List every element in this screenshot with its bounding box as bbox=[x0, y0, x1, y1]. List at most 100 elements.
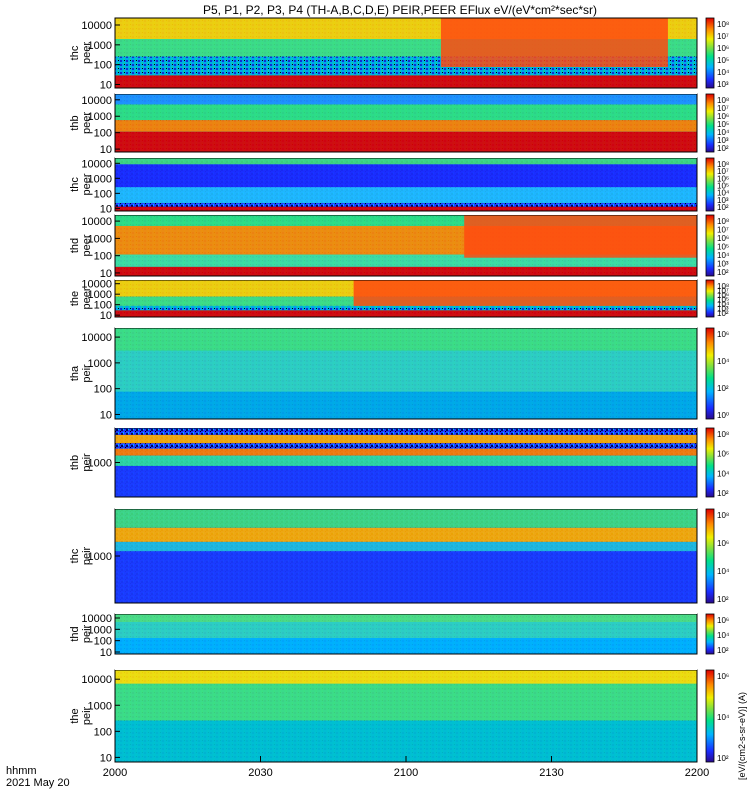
y-tick-label: 10 bbox=[100, 144, 112, 156]
y-tick-label: 10 bbox=[100, 752, 112, 764]
colorbar-tick-label: 10⁶ bbox=[717, 174, 729, 183]
colorbar-tick-label: 10⁷ bbox=[717, 167, 729, 176]
panel-6: tha peir 10000 1000 100 10 10⁶ 10⁴ 10² 10⁰ bbox=[69, 327, 730, 421]
colorbar-tick-label: 10³ bbox=[717, 305, 729, 314]
spectrogram-band bbox=[115, 622, 697, 638]
colorbar-tick-label: 10⁸ bbox=[717, 430, 729, 439]
y-tick-label: 10 bbox=[100, 647, 112, 659]
colorbar-tick-label: 10² bbox=[717, 384, 729, 393]
colorbar-label: [eV/(cm2-s-sr-eV)] (A) bbox=[737, 692, 747, 780]
panel-label-line: thd bbox=[69, 626, 81, 641]
panel-label-line: peer bbox=[81, 234, 93, 256]
colorbar-tick-label: 10⁶ bbox=[717, 672, 729, 681]
panel-label-line: thd bbox=[69, 238, 81, 253]
panel-4: thd peer 10000 1000 100 10 10⁸10⁷10⁶10⁵10⁴10³1… bbox=[69, 214, 730, 280]
colorbar-tick-label: 10⁶ bbox=[717, 616, 729, 625]
colorbar-tick-label: 10⁸ bbox=[717, 160, 729, 169]
y-tick-label: 10 bbox=[100, 80, 112, 92]
panel-gap bbox=[115, 318, 697, 328]
colorbar-tick-label: 10⁴ bbox=[717, 68, 730, 77]
spectrogram-band bbox=[115, 164, 697, 188]
spectrogram-band bbox=[115, 310, 697, 317]
panel-gap bbox=[115, 212, 697, 215]
y-tick-label: 10000 bbox=[81, 95, 112, 107]
panel-label-line: tha bbox=[69, 365, 81, 381]
spectrogram-band bbox=[115, 120, 697, 132]
colorbar-tick-label: 10⁷ bbox=[717, 32, 729, 41]
colorbar bbox=[705, 613, 715, 655]
y-tick-label: 10000 bbox=[81, 216, 112, 228]
panel-label-line: thc bbox=[69, 177, 81, 192]
y-tick-label: 10000 bbox=[81, 674, 112, 686]
panel-label-line: peir bbox=[81, 546, 93, 565]
colorbar-tick-label: 10⁴ bbox=[717, 251, 730, 260]
panel-label-line: the bbox=[69, 291, 81, 306]
y-tick-label: 10000 bbox=[81, 279, 112, 291]
figure-title: P5, P1, P2, P3, P4 (TH-A,B,C,D,E) PEIR,P… bbox=[203, 3, 597, 17]
spectrogram-band bbox=[115, 720, 697, 762]
panel-label: thc peer bbox=[69, 173, 93, 195]
colorbar-tick-label: 10⁴ bbox=[717, 631, 730, 640]
panel-label: the peir bbox=[69, 706, 93, 725]
panel-gap bbox=[115, 655, 697, 670]
y-tick-label: 100 bbox=[94, 300, 112, 312]
colorbar bbox=[705, 508, 715, 604]
y-tick-label: 1000 bbox=[88, 700, 112, 712]
spectrogram-band bbox=[115, 104, 697, 121]
colorbar-tick-label: 10⁵ bbox=[717, 296, 729, 305]
colorbar-tick-label: 10² bbox=[717, 144, 729, 153]
colorbar-tick-label: 10² bbox=[717, 646, 729, 655]
colorbar-tick-label: 10⁸ bbox=[717, 282, 729, 291]
colorbar-tick-label: 10⁶ bbox=[717, 291, 729, 300]
panel-gap bbox=[115, 153, 697, 158]
colorbar-tick-label: 10³ bbox=[717, 136, 729, 145]
x-tick-label: 2130 bbox=[539, 767, 563, 779]
y-tick-label: 10000 bbox=[81, 158, 112, 170]
panel-3: thc peer 10000 1000 100 10 10⁸10⁷10⁶10⁵10⁴10³1… bbox=[69, 157, 730, 215]
y-tick-label: 100 bbox=[94, 128, 112, 140]
y-tick-label: 100 bbox=[94, 60, 112, 72]
colorbar-tick-label: 10² bbox=[717, 203, 729, 212]
panel-frame bbox=[114, 17, 698, 89]
y-tick-label: 100 bbox=[94, 188, 112, 200]
colorbar-tick-label: 10² bbox=[717, 489, 729, 498]
panel-gap bbox=[115, 277, 697, 280]
x-tick-label: 2030 bbox=[248, 767, 272, 779]
colorbar bbox=[705, 279, 715, 318]
spectrogram-band bbox=[115, 683, 697, 721]
panel-1: thc peer 10000 1000 100 10 10⁸ 10⁷ 10⁶ 10⁵ 10⁴ 10³ bbox=[69, 17, 730, 92]
spectrogram-band bbox=[115, 670, 697, 684]
y-tick-label: 1000 bbox=[88, 289, 112, 301]
x-label-date: 2021 May 20 bbox=[6, 777, 70, 789]
colorbar-tick-label: 10⁷ bbox=[717, 104, 729, 113]
panel-label-line: thc bbox=[69, 45, 81, 60]
spectrogram-band bbox=[115, 266, 697, 276]
panel-2: thb peer 10000 1000 100 10 10⁸10⁷10⁶10⁵10⁴10³1… bbox=[69, 93, 730, 156]
colorbar-tick-label: 10⁵ bbox=[717, 243, 729, 252]
y-tick-label: 10 bbox=[100, 409, 112, 421]
y-tick-label: 10000 bbox=[81, 332, 112, 344]
colorbar-tick-label: 10⁶ bbox=[717, 44, 729, 53]
colorbar-tick-label: 10³ bbox=[717, 80, 729, 89]
y-tick-label: 100 bbox=[94, 384, 112, 396]
panels: thc peer1000010001001010⁸10⁷10⁶10⁵10⁴10³t… bbox=[69, 17, 730, 764]
colorbar-tick-label: 10² bbox=[717, 754, 729, 763]
colorbar bbox=[705, 93, 715, 153]
panel-label-line: thb bbox=[69, 455, 81, 470]
spectrogram-band bbox=[115, 206, 697, 211]
spectrogram-band bbox=[115, 551, 697, 603]
colorbar-tick-label: 10³ bbox=[717, 260, 729, 269]
y-tick-label: 1000 bbox=[88, 233, 112, 245]
colorbar-tick-label: 10⁰ bbox=[717, 411, 729, 420]
spectrogram-band bbox=[115, 448, 697, 456]
panel-10: the peir 10000 1000 100 10 10⁶ 10⁴ 10² bbox=[69, 669, 730, 764]
spectrogram-band bbox=[115, 614, 697, 622]
panel-label: thb peer bbox=[69, 112, 93, 134]
panel-label-line: peer bbox=[81, 112, 93, 134]
x-label-time: hhmm bbox=[6, 765, 37, 777]
colorbar-tick-label: 10³ bbox=[717, 196, 729, 205]
spectrogram-hot-region bbox=[464, 215, 697, 258]
